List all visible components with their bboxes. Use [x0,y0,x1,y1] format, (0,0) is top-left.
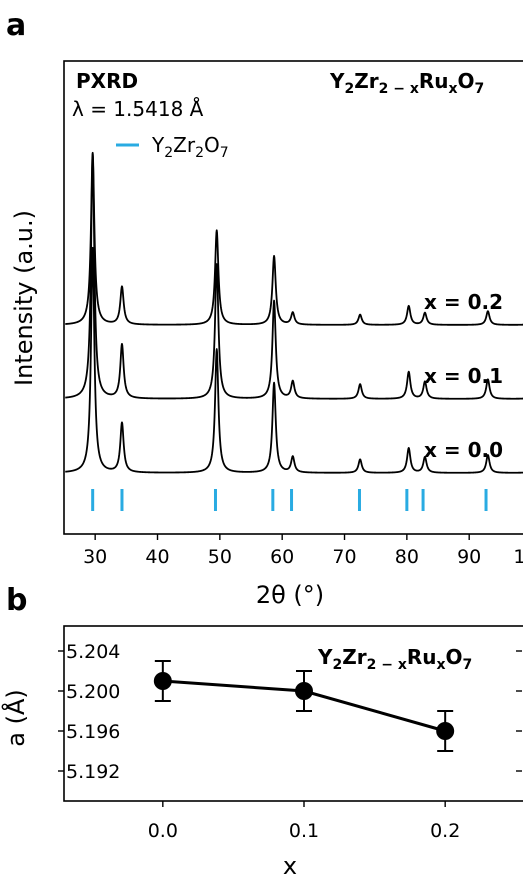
series-label-x-0.2: x = 0.2 [424,290,503,314]
xrd-x-tick-label: 30 [83,546,107,568]
lattice-x-tick-label: 0.2 [430,820,460,842]
lattice-y-tick-label: 5.200 [66,681,120,703]
technique-label: PXRD [76,69,138,93]
lattice-x-axis: 0.0 0.1 0.2 [148,801,460,842]
lattice-x-axis-title: x [283,852,297,880]
reference-legend-label: Y2Zr2O7 [151,133,229,161]
xrd-patterns [64,151,523,474]
panel-a-label: a [6,8,26,43]
xrd-x-tick-label: 50 [208,546,232,568]
lattice-data [153,660,455,752]
xrd-x-axis-title: 2θ (°) [256,581,324,609]
wavelength-label: λ = 1.5418 Å [72,97,204,121]
xrd-plot: PXRD λ = 1.5418 Å Y2Zr2O7 Y2Zr2 − xRuxO7… [10,60,523,609]
xrd-x-tick-label: 100 [513,546,523,568]
xrd-x-tick-label: 70 [332,546,356,568]
lattice-data-point [295,682,313,700]
lattice-y-tick-label: 5.204 [66,641,120,663]
reference-tick-marks [91,489,488,511]
series-label-x-0.1: x = 0.1 [424,364,503,388]
xrd-plot-frame [63,60,523,535]
xrd-x-tick-label: 80 [395,546,419,568]
xrd-pattern-line [64,152,523,400]
xrd-pattern-line [64,246,523,474]
panel-b-label: b [6,583,27,618]
lattice-data-point [436,722,455,740]
xrd-y-axis-title: Intensity (a.u.) [10,210,38,386]
lattice-x-tick-label: 0.1 [289,820,319,842]
xrd-x-axis: 30 40 50 60 70 80 90 100 [83,534,523,568]
series-label-x-0.0: x = 0.0 [424,438,503,462]
xrd-x-tick-label: 90 [457,546,481,568]
lattice-y-axis-title: a (Å) [1,689,30,746]
lattice-y-axis: 5.192 5.196 5.200 5.204 [58,641,522,783]
xrd-x-tick-label: 60 [270,546,294,568]
lattice-x-tick-label: 0.0 [148,820,178,842]
lattice-y-tick-label: 5.192 [66,761,120,783]
xrd-x-tick-label: 40 [145,546,169,568]
formula-label-b: Y2Zr2 − xRuxO7 [317,645,472,673]
lattice-data-point [153,672,172,690]
xrd-pattern-line [64,151,523,326]
formula-label-a: Y2Zr2 − xRuxO7 [329,69,484,97]
lattice-y-tick-label: 5.196 [66,721,120,743]
